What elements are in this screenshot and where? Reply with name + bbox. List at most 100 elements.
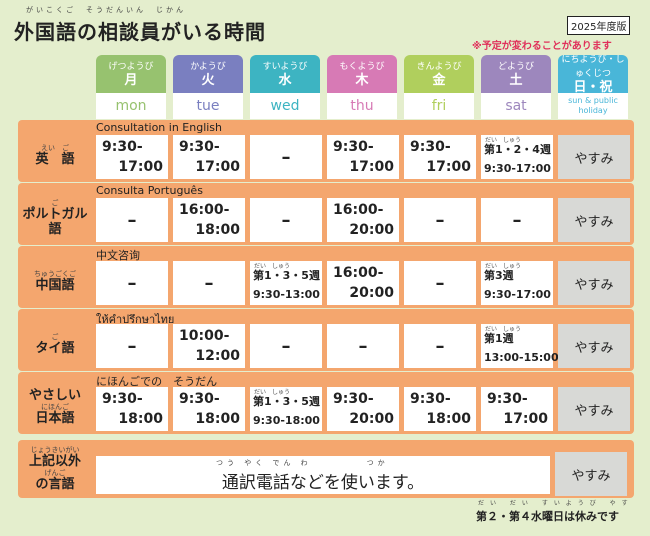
note-text: 通訳電話などを使います。: [221, 473, 425, 493]
cell-unavailable: –: [404, 261, 476, 305]
lang-ruby: えい ご: [41, 143, 69, 152]
end-time: 17:00: [118, 159, 163, 175]
day-ruby: きんようび: [416, 62, 462, 72]
dash-mark: –: [435, 209, 445, 231]
edition-badge: 2025年度版: [567, 16, 631, 35]
day-header-sat: どようび土 sat: [481, 55, 551, 119]
lang-label: やさしい にほんご 日本語: [18, 382, 92, 432]
start-time: 10:00-: [179, 328, 230, 344]
cell-time-range: 9:30- 17:00: [173, 135, 245, 179]
time-range: 9:30-13:00: [253, 288, 320, 301]
row-band-label: ให้คำปรึกษาไทย: [96, 313, 175, 326]
start-time: 16:00-: [179, 202, 230, 218]
end-time: 17:00: [195, 159, 240, 175]
dash-mark: –: [512, 209, 522, 231]
end-time: 20:00: [349, 411, 394, 427]
row-band-label: Consulta Português: [96, 184, 203, 197]
day-kanji: 金: [432, 73, 446, 88]
day-kanji: 日・祝: [573, 80, 613, 95]
day-english: fri: [404, 93, 474, 119]
day-kanji: 火: [201, 73, 215, 88]
cell-time-range: 10:00- 12:00: [173, 324, 245, 368]
time-range: 9:30-18:00: [253, 414, 320, 427]
cell-week-schedule: だい しゅう 第1・3・5週 9:30-13:00: [250, 261, 322, 305]
cell-closed: やすみ: [558, 387, 630, 431]
day-ruby: かようび: [190, 62, 226, 72]
lang-ruby: ちゅうごくご: [34, 269, 76, 278]
start-time: 9:30-: [487, 391, 528, 407]
day-ruby: すいようび: [262, 62, 308, 72]
start-time: 9:30-: [179, 391, 220, 407]
title-ruby: がいこくご そうだんいん じかん: [26, 6, 186, 14]
day-english: wed: [250, 93, 320, 119]
cell-week-schedule: だい しゅう 第1・2・4週 9:30-17:00: [481, 135, 553, 179]
start-time: 9:30-: [102, 139, 143, 155]
dash-mark: –: [435, 335, 445, 357]
week-label: 第1・3・5週: [253, 395, 320, 408]
closed-label: やすみ: [574, 214, 614, 230]
time-range: 9:30-17:00: [484, 162, 551, 175]
row-band-label: 中文咨询: [96, 249, 140, 262]
cell-week-schedule: だい しゅう 第1・3・5週 9:30-18:00: [250, 387, 322, 431]
closed-label: やすみ: [574, 340, 614, 356]
day-kanji: 木: [355, 73, 369, 88]
time-range: 9:30-17:00: [484, 288, 551, 301]
week-ruby: だい しゅう: [254, 263, 291, 270]
day-english: sun & public holiday: [558, 93, 628, 119]
day-header-fri: きんようび金 fri: [404, 55, 474, 119]
dash-mark: –: [281, 335, 291, 357]
cell-week-schedule: だい しゅう 第1週 13:00-15:00: [481, 324, 559, 368]
week-label: 第3週: [484, 269, 514, 282]
row-band-label: にほんごでの そうだん: [96, 375, 218, 388]
start-time: 9:30-: [333, 139, 374, 155]
week-ruby: だい しゅう: [254, 389, 291, 396]
week-label: 第1週: [484, 332, 514, 345]
end-time: 17:00: [426, 159, 471, 175]
dash-mark: –: [358, 335, 368, 357]
end-time: 17:00: [503, 411, 548, 427]
dash-mark: –: [281, 146, 291, 168]
footnote: 第２・第４水曜日は休みです: [476, 510, 619, 523]
week-ruby: だい しゅう: [485, 263, 522, 270]
end-time: 18:00: [426, 411, 471, 427]
cell-time-range: 9:30- 17:00: [404, 135, 476, 179]
row-band-label: Consultation in English: [96, 121, 223, 134]
cell-time-range: 9:30- 17:00: [96, 135, 168, 179]
dash-mark: –: [127, 335, 137, 357]
lang-ruby: ご: [51, 332, 59, 341]
cell-unavailable: –: [250, 198, 322, 242]
cell-time-range: 9:30- 18:00: [173, 387, 245, 431]
footnote-ruby: だい だい すいようび やす: [478, 500, 634, 507]
start-time: 9:30-: [410, 391, 451, 407]
end-time: 20:00: [349, 222, 394, 238]
cell-unavailable: –: [404, 324, 476, 368]
closed-label: やすみ: [574, 277, 614, 293]
lang-ruby: ご: [51, 199, 59, 207]
dash-mark: –: [127, 272, 137, 294]
cell-unavailable: –: [404, 198, 476, 242]
end-time: 20:00: [349, 285, 394, 301]
cell-closed: やすみ: [558, 198, 630, 242]
closed-label: やすみ: [571, 468, 611, 484]
cell-unavailable: –: [250, 324, 322, 368]
dash-mark: –: [435, 272, 445, 294]
lang-name-line2: の言語: [35, 477, 75, 492]
cell-unavailable: –: [250, 135, 322, 179]
lang-name: タイ語: [35, 340, 75, 356]
day-ruby: もくようび: [339, 62, 385, 72]
day-header-mon: げつようび月 mon: [96, 55, 166, 119]
cell-time-range: 9:30- 18:00: [96, 387, 168, 431]
dash-mark: –: [281, 209, 291, 231]
lang-ruby: じょうきいがい: [30, 446, 80, 454]
end-time: 17:00: [349, 159, 394, 175]
day-kanji: 月: [124, 73, 138, 88]
start-time: 16:00-: [333, 202, 384, 218]
lang-ruby: げんご: [44, 469, 66, 477]
dash-mark: –: [127, 209, 137, 231]
lang-label-other: じょうきいがい 上記以外 げんご の言語: [18, 442, 92, 496]
week-label: 第1・2・4週: [484, 143, 551, 156]
lang-name: 上記以外: [28, 454, 81, 469]
lang-name: 英 語: [35, 151, 75, 167]
lang-name-line2: 日本語: [35, 411, 75, 426]
week-ruby: だい しゅう: [485, 326, 522, 333]
